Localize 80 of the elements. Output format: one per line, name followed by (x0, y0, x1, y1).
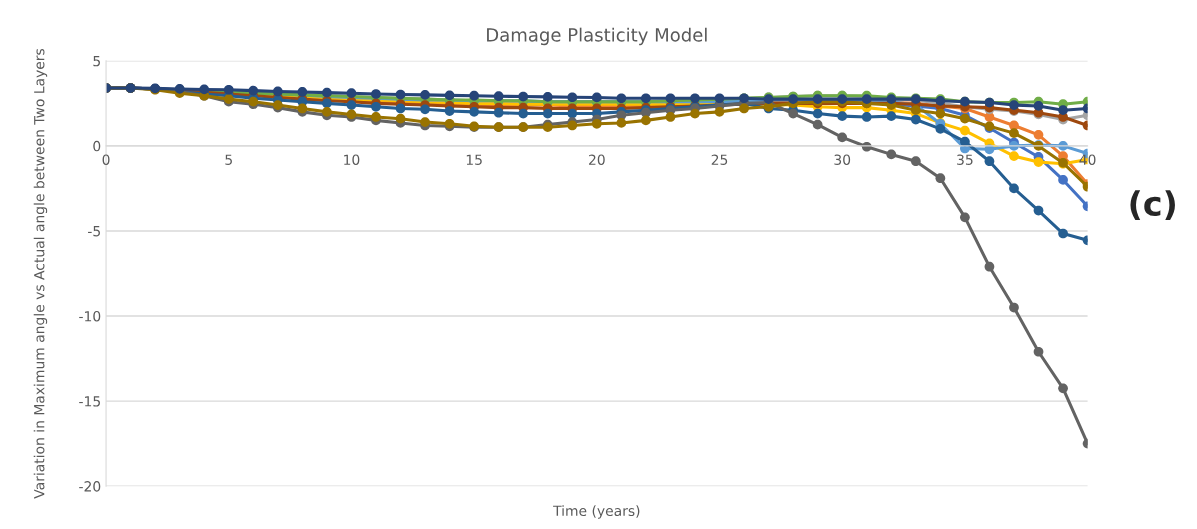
point (837, 132, 848, 143)
point (714, 107, 725, 117)
point (420, 90, 430, 100)
x-tick-label: 25 (711, 154, 728, 165)
y-tick-label: 0 (93, 140, 101, 152)
point (960, 125, 970, 136)
point (910, 156, 921, 167)
point (984, 156, 995, 167)
x-tick-label: 15 (466, 154, 482, 165)
point (420, 117, 430, 127)
y-tick-label: -5 (88, 226, 100, 237)
point (1058, 175, 1068, 185)
y-axis-title: Variation in Maximum angle vs Actual angle between Two Layers (33, 48, 48, 499)
point (469, 90, 479, 101)
point (1009, 128, 1019, 138)
x-tick-label: 20 (589, 154, 605, 165)
point (591, 92, 602, 103)
point (542, 92, 553, 102)
point (910, 114, 921, 125)
chart-title: Damage Plasticity Model (487, 27, 707, 46)
point (420, 104, 430, 115)
point (1009, 151, 1019, 161)
point (1033, 101, 1044, 111)
point (886, 111, 897, 121)
point (591, 118, 602, 129)
x-tick-label: 0 (102, 154, 110, 165)
point (984, 261, 995, 272)
point (1033, 205, 1044, 216)
point (960, 136, 970, 147)
point (1033, 157, 1044, 167)
point (395, 103, 406, 114)
point (1033, 346, 1044, 357)
point (297, 103, 308, 114)
point (567, 108, 578, 119)
point (1058, 228, 1068, 239)
point (837, 111, 848, 121)
point (1009, 183, 1019, 194)
point (395, 113, 406, 124)
point (1033, 129, 1044, 140)
point (935, 124, 946, 134)
x-tick-label: 30 (834, 154, 851, 165)
point (518, 108, 529, 119)
x-tick-label: 35 (957, 154, 973, 165)
point (861, 112, 872, 122)
point (444, 90, 455, 101)
point (518, 91, 529, 102)
point (395, 89, 406, 100)
point (493, 91, 504, 102)
point (641, 115, 651, 126)
point (812, 108, 823, 119)
point (493, 107, 504, 118)
point (567, 120, 578, 131)
y-tick-label: 5 (93, 55, 100, 67)
text: (c) (1130, 190, 1175, 220)
x-tick-label: 5 (225, 154, 232, 165)
point (935, 173, 946, 184)
point (469, 107, 479, 117)
y-tick-label: -10 (79, 310, 101, 322)
point (1058, 383, 1068, 394)
point (322, 107, 332, 117)
y-tick-label: -15 (79, 396, 100, 407)
point (346, 100, 357, 110)
point (886, 149, 897, 160)
point (371, 112, 381, 122)
point (1058, 105, 1068, 116)
y-tick-label: -20 (79, 481, 101, 492)
point (444, 106, 455, 116)
point (371, 89, 381, 99)
point (935, 108, 946, 119)
point (665, 112, 676, 122)
point (812, 119, 823, 130)
point (542, 108, 553, 119)
x-tick-label: 10 (344, 154, 360, 165)
x-axis-title: Time (years) (553, 505, 640, 519)
point (739, 103, 749, 114)
point (1009, 302, 1019, 313)
point (567, 92, 578, 103)
point (960, 212, 970, 223)
point (690, 108, 700, 119)
point (616, 118, 627, 128)
